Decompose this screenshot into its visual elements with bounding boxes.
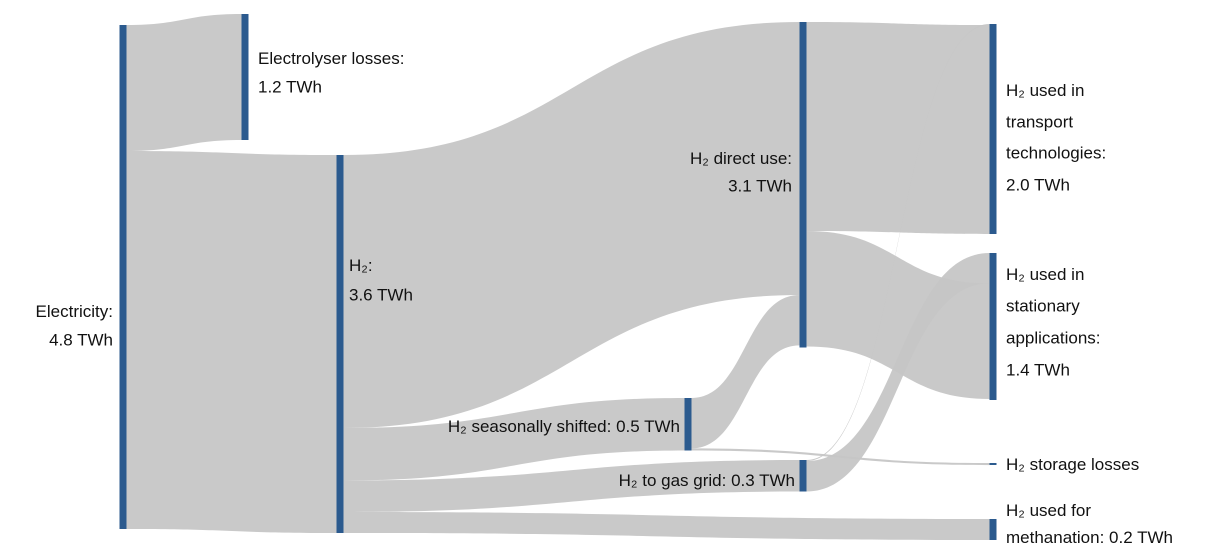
node — [684, 398, 692, 451]
node — [241, 14, 249, 140]
node-name: H₂ to gas grid: — [619, 471, 727, 490]
node-label: H₂ to gas grid: 0.3 TWh — [619, 471, 795, 490]
node-label: H₂ seasonally shifted: 0.5 TWh — [448, 417, 680, 436]
node — [799, 460, 807, 492]
node-label: H₂ storage losses — [1006, 455, 1139, 474]
node-value: 0.3 TWh — [731, 471, 795, 490]
node-name: H₂ seasonally shifted: — [448, 417, 611, 436]
node-value: 3.6 TWh — [349, 285, 413, 304]
node-label: H₂ used in — [1006, 81, 1084, 100]
node-name: Electrolyser losses: — [258, 49, 404, 68]
node-label: H₂: — [349, 256, 373, 275]
node-name: H₂ used in — [1006, 265, 1084, 284]
nodes — [119, 14, 997, 540]
link — [343, 398, 685, 481]
node-label: stationary — [1006, 297, 1080, 316]
node-name: H₂: — [349, 256, 373, 275]
node-label: methanation: 0.2 TWh — [1006, 528, 1173, 547]
link — [691, 295, 800, 449]
node — [989, 253, 997, 400]
link — [126, 14, 242, 151]
node-name: H₂ used for — [1006, 501, 1091, 520]
node-name: H₂ storage losses — [1006, 455, 1139, 474]
node-value: 1.2 TWh — [258, 77, 322, 96]
node-label: H₂ used for — [1006, 501, 1091, 520]
node-name: transport — [1006, 113, 1073, 132]
node-name: technologies: — [1006, 144, 1106, 163]
node — [989, 24, 997, 234]
node — [989, 519, 997, 540]
link — [343, 460, 800, 512]
node — [799, 22, 807, 348]
node-value: 0.2 TWh — [1109, 528, 1173, 547]
link — [343, 22, 800, 428]
node-name: stationary — [1006, 297, 1080, 316]
node-name: methanation: — [1006, 528, 1104, 547]
node-label: technologies: — [1006, 144, 1106, 163]
node-value: 0.5 TWh — [616, 417, 680, 436]
node — [119, 25, 127, 529]
node-value: 1.4 TWh — [1006, 361, 1070, 380]
node — [989, 463, 997, 465]
node-value: 4.8 TWh — [49, 330, 113, 349]
node-name: Electricity: — [36, 302, 113, 321]
node-name: H₂ direct use: — [690, 149, 792, 168]
node-label: Electrolyser losses: — [258, 49, 404, 68]
node-name: H₂ used in — [1006, 81, 1084, 100]
labels: Electricity: 4.8 TWh Electrolyser losses: 1… — [36, 49, 1173, 547]
node-label: Electricity: — [36, 302, 113, 321]
node-value: 2.0 TWh — [1006, 175, 1070, 194]
node-label: H₂ used in — [1006, 265, 1084, 284]
links — [126, 14, 990, 540]
link — [806, 24, 990, 462]
node-label: H₂ direct use: — [690, 149, 792, 168]
link — [806, 22, 990, 234]
node-name: applications: — [1006, 329, 1101, 348]
node-label: applications: — [1006, 329, 1101, 348]
node-label: transport — [1006, 113, 1073, 132]
link — [806, 230, 990, 399]
link — [343, 512, 990, 540]
link — [126, 151, 337, 533]
node-value: 3.1 TWh — [728, 176, 792, 195]
node — [336, 155, 344, 533]
